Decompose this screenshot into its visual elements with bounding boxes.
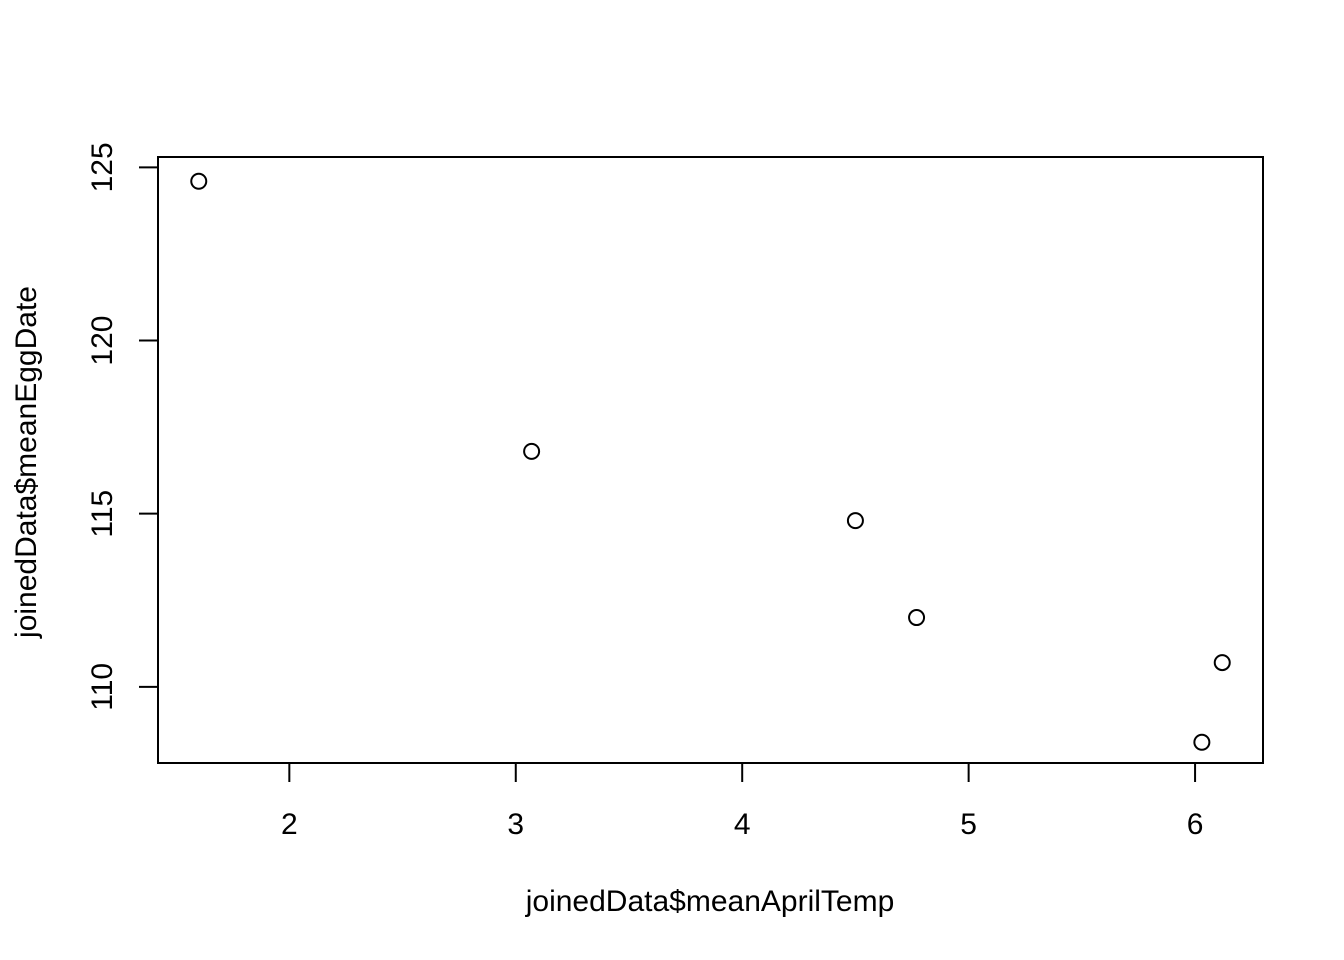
y-tick-label: 125 (86, 142, 119, 192)
x-tick-label: 5 (960, 808, 977, 841)
x-axis: 2 3 4 5 6 (281, 762, 1204, 841)
y-tick-label: 115 (86, 490, 119, 538)
data-point (908, 609, 926, 627)
data-points (190, 172, 1231, 751)
data-point (523, 442, 541, 460)
data-point (1213, 654, 1231, 672)
y-axis: 110 115 120 125 (86, 142, 159, 711)
x-tick-label: 2 (281, 808, 298, 841)
data-point (1193, 733, 1211, 751)
x-tick-label: 6 (1187, 808, 1204, 841)
x-tick-label: 3 (507, 808, 524, 841)
data-point (846, 512, 864, 530)
y-tick-label: 110 (86, 663, 119, 711)
x-axis-title: joinedData$meanAprilTemp (525, 885, 895, 918)
data-point (190, 172, 208, 190)
y-axis-title: joinedData$meanEggDate (10, 286, 43, 639)
x-tick-label: 4 (734, 808, 751, 841)
plot-frame (157, 156, 1264, 764)
y-tick-label: 120 (86, 316, 119, 366)
